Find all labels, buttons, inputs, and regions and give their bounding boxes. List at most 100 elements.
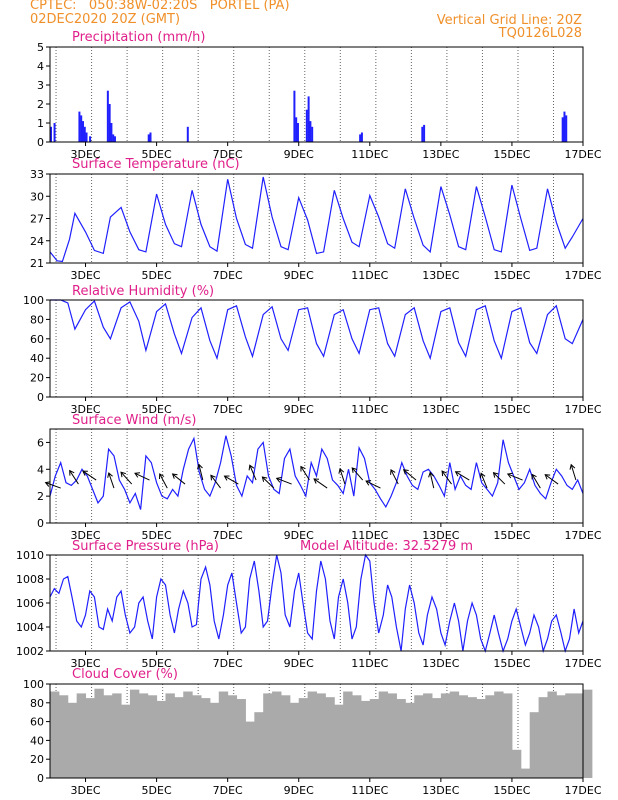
y-tick-label: 0 [37,517,44,530]
cloud-bar [254,712,264,778]
panel-frame [49,554,584,652]
series-line [50,299,584,361]
precip-bar [78,111,81,142]
y-tick-label: 40 [30,734,44,747]
wind-arrowhead [441,470,447,477]
cloud-bar [112,693,122,778]
x-tick-label: 11DEC [351,403,388,416]
cloud-bar [272,691,282,778]
cloud-bar [325,697,335,778]
panel-title: Precipitation (mm/h) [72,30,205,45]
series-line [49,176,584,263]
wind-arrowhead [428,471,434,478]
wind-arrow [390,469,399,485]
wind-arrowhead [544,474,551,480]
cloud-bar [280,695,291,778]
panel-title: Surface Temperature (nC) [72,157,240,172]
y-tick-label: 1008 [16,573,44,586]
cloud-bar [369,699,380,778]
wind-arrow [507,473,523,481]
cloud-bar [209,702,220,778]
y-tick-label: 60 [30,716,44,729]
cloud-bar [174,697,184,778]
precip-bar [561,117,564,142]
series-line [49,435,584,510]
wind-arrow [69,470,79,485]
x-tick-label: 7DEC [213,403,243,416]
x-tick-label: 5DEC [142,403,172,416]
wind-arrowhead [44,481,51,487]
wind-arrow [224,475,239,485]
x-tick-label: 5DEC [142,269,172,282]
precip-bar [112,134,115,142]
cloud-bar [147,695,158,778]
y-tick-label: 80 [30,313,44,326]
cloud-bar [121,704,131,778]
cloud-bar [396,699,406,778]
panel-4: 0 2 4 6 3DEC 5DEC 7DEC 9DEC 11DEC 13DEC 15DEC 17DEC… [37,413,602,542]
cloud-bar [565,693,575,778]
cloud-bar [289,702,300,778]
wind-arrowhead [120,471,126,478]
cloud-bar [520,768,531,778]
precip-bar [50,126,52,142]
wind-arrow [249,465,257,481]
x-tick-label: 7DEC [213,784,243,797]
cloud-bar [378,691,389,778]
x-tick-label: 3DEC [70,403,100,416]
precip-bar [423,124,426,142]
cloud-bar [529,712,540,778]
panel-2: 21 24 27 30 33 3DEC 5DEC 7DEC 9DEC 11DEC 13DEC 15DE… [30,157,602,282]
wind-arrow [480,473,488,489]
y-tick-label: 4 [37,60,44,73]
precip-bar [113,136,116,142]
precip-bar [149,132,152,142]
y-tick-label: 2 [37,490,44,503]
cloud-bar [94,688,104,778]
x-tick-label: 11DEC [351,148,388,161]
y-tick-label: 20 [30,372,44,385]
precip-bar [307,96,310,142]
y-tick-label: 80 [30,697,44,710]
panel-frame [49,428,584,524]
panel-frame [49,173,584,264]
y-tick-label: 3 [37,79,44,92]
precip-bar [296,123,299,142]
cloud-bar [511,749,522,778]
x-tick-label: 17DEC [564,269,601,282]
x-tick-label: 17DEC [564,784,601,797]
x-tick-label: 17DEC [564,148,601,161]
cloud-bar [414,695,424,778]
panel-subtitle: Model Altitude: 32.5279 m [300,539,473,554]
cloud-bar [476,699,486,778]
cloud-bar [440,693,451,778]
cloud-bar [192,695,202,778]
x-tick-label: 13DEC [422,403,459,416]
y-tick-label: 100 [23,294,44,307]
x-tick-label: 11DEC [351,784,388,797]
panel-frame [49,299,584,398]
y-tick-label: 0 [37,772,44,785]
header-grid-line: Vertical Grid Line: 20Z [436,13,582,28]
precip-bar [293,90,296,142]
wind-arrow [82,470,97,481]
wind-arrow [455,471,470,481]
y-tick-label: 0 [37,136,44,149]
cloud-bar [556,695,566,778]
precip-bar [147,134,150,142]
cloud-bar [423,693,433,778]
x-tick-label: 7DEC [213,657,243,670]
x-tick-label: 15DEC [493,784,530,797]
x-tick-label: 5DEC [142,529,172,542]
precip-bar [106,90,109,142]
cloud-bar [58,695,69,778]
y-tick-label: 33 [30,168,44,181]
wind-arrowhead [402,469,409,475]
precip-bar [186,126,189,142]
x-tick-label: 9DEC [284,784,314,797]
wind-arrowhead [390,468,396,475]
cloud-bar [334,704,344,778]
x-tick-label: 7DEC [213,269,243,282]
cloud-bar [263,693,273,778]
y-tick-label: 1006 [16,597,44,610]
